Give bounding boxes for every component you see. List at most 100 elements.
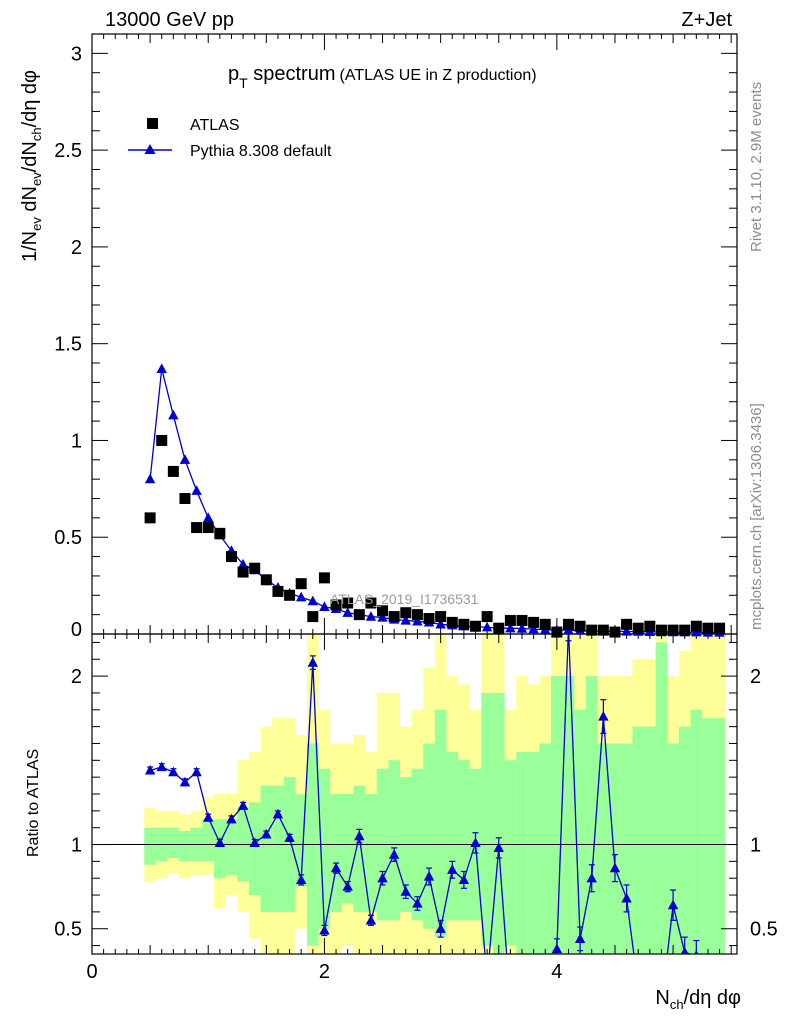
atlas-point (330, 599, 342, 611)
band-green-bin (702, 718, 714, 954)
pythia-point (412, 615, 423, 626)
pythia-ratio-point (377, 872, 388, 883)
pythia-point (179, 454, 191, 464)
atlas-point (435, 611, 447, 623)
atlas-point (377, 605, 389, 617)
pythia-ratio-point (284, 832, 295, 842)
band-green-bin (167, 827, 180, 858)
pythia-ratio-point (609, 862, 621, 873)
atlas-point (225, 551, 237, 563)
pythia-ratio-point (493, 842, 504, 853)
pythia-ratio-point (295, 874, 307, 885)
atlas-point (621, 618, 633, 630)
band-green-bin (516, 751, 528, 954)
atlas-point (609, 626, 621, 638)
atlas-main-series (144, 434, 726, 638)
x-tick-label: 2 (319, 961, 330, 983)
atlas-point (411, 609, 423, 621)
pythia-ratio-point (365, 914, 377, 925)
atlas-point (365, 597, 377, 609)
pythia-point (307, 595, 319, 606)
x-axis-label: Nch/dη dφ (655, 987, 741, 1012)
atlas-point (562, 618, 574, 630)
atlas-point (539, 618, 551, 630)
pythia-ratio-point (458, 874, 470, 885)
y-axis-label-ratio: Ratio to ATLAS (25, 749, 42, 857)
y-tick-label-main: 0.5 (54, 527, 82, 549)
band-green-bin (423, 743, 435, 929)
band-green-bin (225, 819, 238, 875)
pythia-ratio-point (586, 872, 597, 883)
atlas-point (249, 562, 261, 574)
rivet-info: Rivet 3.1.10, 2.9M events (748, 82, 765, 252)
pythia-ratio-point (574, 933, 586, 943)
pythia-ratio-point (319, 924, 330, 935)
band-green-bin (434, 709, 447, 938)
axis-ticks (91, 33, 737, 954)
band-green-bin (551, 676, 563, 954)
band-green-bin (632, 726, 645, 954)
pythia-ratio-point (645, 974, 655, 984)
band-green-bin (690, 709, 703, 954)
pythia-point (168, 409, 179, 420)
atlas-point (528, 616, 540, 628)
pythia-ratio-point (249, 837, 260, 847)
band-green-bin (446, 751, 459, 921)
y-tick-label-ratio-right: 2 (750, 666, 761, 688)
atlas-point (167, 465, 179, 477)
y-tick-label-main: 0 (71, 619, 82, 641)
atlas-point (574, 620, 586, 632)
atlas-point (156, 434, 168, 446)
pythia-ratio-point (272, 808, 284, 819)
pythia-ratio-point (214, 837, 226, 847)
pythia-ratio-point (694, 950, 699, 954)
band-green-bin (179, 831, 191, 862)
band-green-bin (527, 751, 540, 954)
pythia-ratio-point (307, 657, 319, 667)
pythia-ratio-point (517, 999, 527, 1009)
pythia-ratio-point (528, 999, 538, 1009)
legend-atlas-marker (147, 118, 158, 129)
header-energy: 13000 GeV pp (105, 9, 234, 31)
axis-tick-labels: 0 2 400.511.522.530.5 0.51 12 2 (54, 43, 778, 983)
band-green-bin (202, 819, 215, 862)
atlas-point (470, 620, 482, 632)
band-green-bin (318, 768, 331, 929)
pythia-point (377, 612, 388, 622)
pythia-point (202, 512, 214, 522)
y-tick-label-ratio: 0.5 (54, 919, 82, 941)
pythia-ratio-point (202, 812, 214, 822)
x-tick-label: 0 (86, 961, 97, 983)
atlas-point (458, 618, 470, 630)
atlas-point (202, 522, 214, 534)
pythia-ratio-point (633, 982, 643, 992)
atlas-point (446, 616, 458, 628)
pythia-ratio-point (261, 828, 272, 839)
atlas-point (481, 611, 493, 623)
legend-atlas-label: ATLAS (190, 117, 240, 134)
pythia-ratio-point (412, 897, 423, 908)
band-green-bin (574, 709, 586, 954)
band-green-bin (272, 785, 284, 912)
plot-title: pT spectrum (ATLAS UE in Z production) (228, 63, 537, 91)
atlas-point (353, 609, 365, 621)
pythia-point (516, 623, 528, 633)
main-panel-frame (91, 33, 738, 635)
atlas-point (690, 620, 702, 632)
header-process: Z+Jet (681, 9, 732, 31)
atlas-point (667, 624, 679, 636)
band-green-bin (260, 785, 273, 912)
y-tick-label-main: 2 (71, 237, 82, 259)
band-green-bin (597, 743, 610, 954)
atlas-point (284, 589, 296, 601)
pythia-ratio-point (191, 766, 202, 777)
pythia-point (481, 621, 493, 632)
atlas-point (632, 622, 644, 634)
band-green-bin (248, 802, 261, 896)
band-green-bin (458, 760, 470, 921)
pythia-point (144, 473, 156, 484)
pythia-ratio-point (505, 999, 515, 1009)
band-green-bin (678, 726, 691, 954)
y-tick-label-ratio: 2 (71, 666, 82, 688)
atlas-point (551, 626, 563, 638)
